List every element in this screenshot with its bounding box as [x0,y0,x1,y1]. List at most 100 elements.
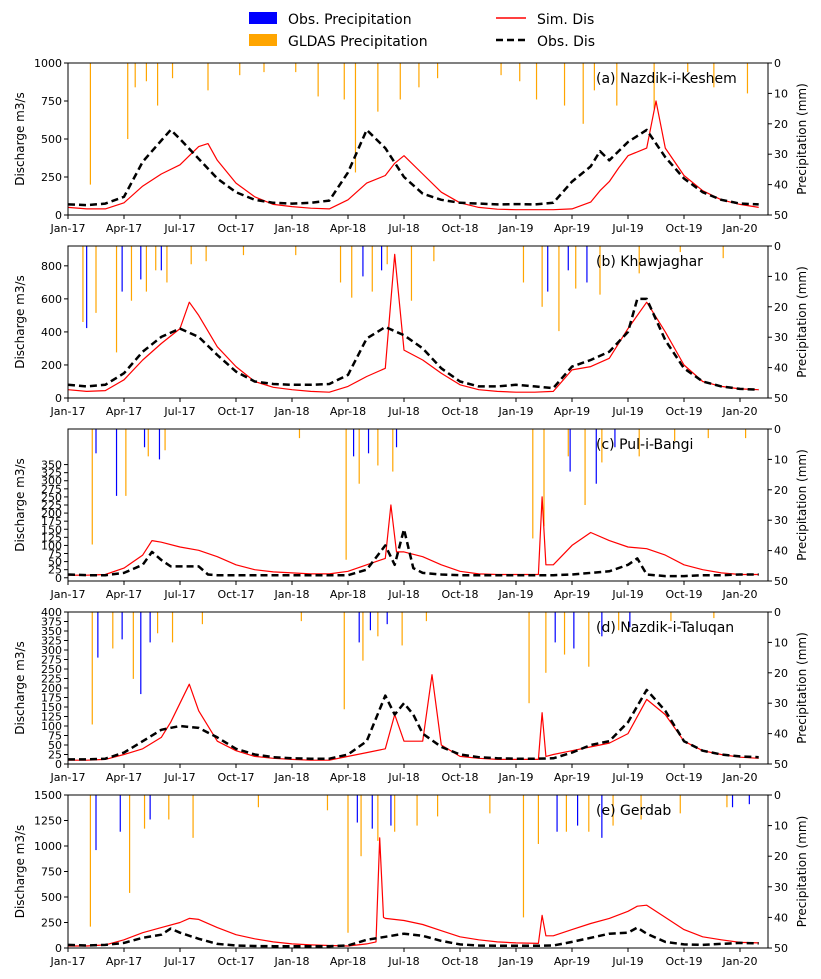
y-tick-label: 150 [41,701,62,714]
y-tick-label: 800 [41,260,62,273]
y-tick-label: 50 [48,739,62,752]
precip-tick-label: 40 [774,545,788,558]
y-tick-label: 600 [41,293,62,306]
precip-axis-label: Precipitation (mm) [795,449,809,561]
y-tick-label: 75 [48,730,62,743]
y-tick-label: 200 [41,682,62,695]
y-tick-label: 200 [41,359,62,372]
legend: Obs. Precipitation GLDAS Precipitation S… [249,12,595,50]
precip-tick-label: 0 [774,423,781,436]
sim-dis-line [68,496,759,576]
x-tick-label: Oct-17 [218,955,255,968]
x-tick-label: Jan-17 [50,222,86,235]
x-tick-label: Jul-18 [387,588,419,601]
y-tick-label: 50 [48,556,62,569]
obs-dis-line [67,297,759,391]
y-tick-label: 1250 [34,815,62,828]
x-tick-label: Apr-19 [554,222,590,235]
y-tick-label: 275 [41,654,62,667]
x-tick-label: Apr-18 [330,955,366,968]
x-tick-label: Oct-18 [442,771,479,784]
sim-dis-line [67,100,759,211]
obs-dis-line [68,688,759,761]
x-tick-label: Jul-18 [387,405,419,418]
y-tick-label: 1000 [34,840,62,853]
precip-tick-label: 50 [774,758,788,771]
x-tick-label: Oct-19 [666,405,703,418]
precip-tick-label: 0 [774,606,781,619]
x-tick-label: Jul-17 [163,955,195,968]
x-tick-label: Apr-19 [554,588,590,601]
precip-tick-label: 0 [774,57,781,70]
precip-tick-label: 10 [774,453,788,466]
precip-tick-label: 50 [774,942,788,955]
panel-pul-i-bangi: 0255075100125150175200225250275300325350… [13,423,809,601]
y-tick-label: 250 [41,171,62,184]
x-tick-label: Jul-18 [387,771,419,784]
y-axis-label: Discharge m3/s [13,92,27,186]
precip-tick-label: 10 [774,270,788,283]
x-tick-label: Oct-19 [666,771,703,784]
y-tick-label: 350 [41,625,62,638]
precip-tick-label: 50 [774,392,788,405]
x-tick-label: Oct-18 [442,955,479,968]
precip-tick-label: 10 [774,636,788,649]
panel-title: (e) Gerdab [596,803,671,819]
y-tick-label: 750 [41,866,62,879]
x-tick-label: Oct-19 [666,222,703,235]
sim-dis-line [67,253,759,393]
x-tick-label: Oct-19 [666,588,703,601]
precip-tick-label: 30 [774,514,788,527]
x-tick-label: Jan-17 [50,771,86,784]
x-tick-label: Apr-18 [330,405,366,418]
x-tick-label: Oct-19 [666,955,703,968]
x-tick-label: Oct-17 [218,588,255,601]
panel-nazdik-i-keshem: 0 250 500 750 1000 0 10 20 30 40 50 Jan-17 Apr-17 Jul… [13,57,809,235]
x-tick-label: Oct-17 [218,222,255,235]
legend-gldas-precip-swatch [249,34,277,46]
x-tick-label: Oct-18 [442,405,479,418]
y-tick-label: 200 [41,507,62,520]
y-tick-label: 175 [41,515,62,528]
x-tick-label: Oct-17 [218,771,255,784]
x-tick-label: Jan-20 [722,588,758,601]
obs-dis-line [67,528,759,578]
y-tick-label: 250 [41,663,62,676]
y-tick-label: 225 [41,673,62,686]
x-tick-label: Apr-17 [106,955,142,968]
y-axis-label: Discharge m3/s [13,641,27,735]
panel-nazdik-i-taluqan: 0255075100125150175200225250275300325350… [13,606,809,784]
y-tick-label: 125 [41,711,62,724]
x-tick-label: Jan-18 [274,588,310,601]
x-tick-label: Jan-20 [722,222,758,235]
panel-title: (a) Nazdik-i-Keshem [596,71,737,87]
x-tick-label: Jul-19 [611,771,643,784]
x-tick-label: Apr-17 [106,771,142,784]
y-tick-label: 250 [41,491,62,504]
x-tick-label: Jul-18 [387,955,419,968]
y-tick-label: 350 [41,459,62,472]
precip-tick-label: 40 [774,911,788,924]
y-tick-label: 1500 [34,789,62,802]
precip-tick-label: 20 [774,118,788,131]
y-tick-label: 0 [55,392,62,405]
y-tick-label: 500 [41,133,62,146]
precip-axis-label: Precipitation (mm) [795,816,809,928]
x-tick-label: Apr-19 [554,405,590,418]
x-tick-label: Jan-19 [498,955,534,968]
y-tick-label: 0 [55,942,62,955]
x-tick-label: Jul-18 [387,222,419,235]
legend-obs-precip-swatch [249,12,277,24]
x-tick-label: Jan-20 [722,955,758,968]
y-tick-label: 325 [41,467,62,480]
x-tick-label: Jan-20 [722,405,758,418]
y-tick-label: 300 [41,475,62,488]
x-tick-label: Apr-19 [554,955,590,968]
y-tick-label: 1000 [34,57,62,70]
precip-tick-label: 0 [774,789,781,802]
y-tick-label: 275 [41,483,62,496]
y-tick-label: 375 [41,616,62,629]
x-tick-label: Apr-19 [554,771,590,784]
panel-gerdab: 0 250 500 750 1000 1250 1500 0 10 20 30 40 50 Jan-17 A… [13,789,809,968]
